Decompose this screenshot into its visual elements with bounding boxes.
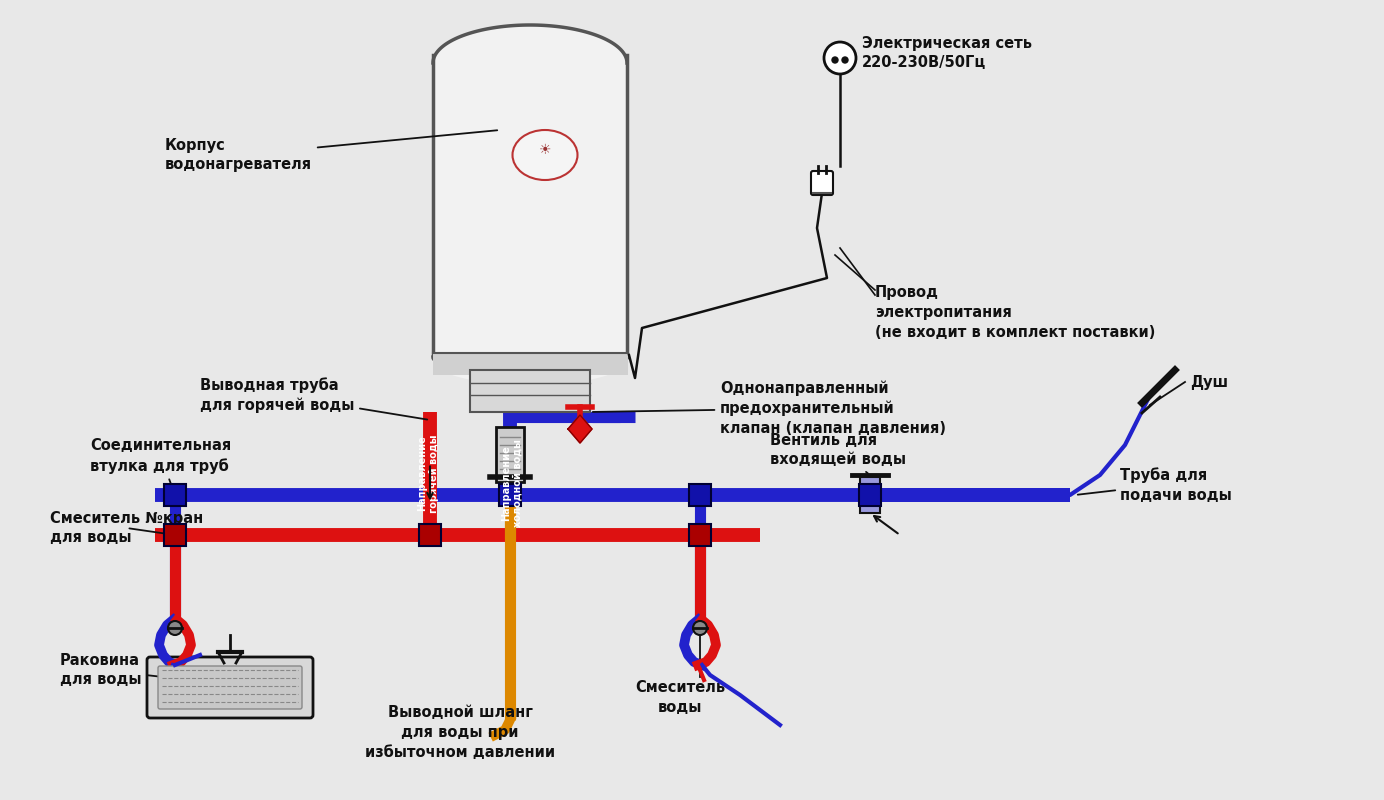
FancyBboxPatch shape	[811, 171, 833, 195]
Bar	[859, 484, 882, 506]
Text: Смеситель №кран
для воды: Смеситель №кран для воды	[50, 510, 203, 546]
Bar	[859, 477, 880, 513]
Circle shape	[167, 621, 183, 635]
FancyBboxPatch shape	[158, 666, 302, 709]
Bar	[163, 484, 185, 506]
Circle shape	[693, 621, 707, 635]
FancyBboxPatch shape	[147, 657, 313, 718]
Text: Выводная труба
для горячей воды: Выводная труба для горячей воды	[201, 377, 428, 419]
Text: Корпус
водонагревателя: Корпус водонагревателя	[165, 130, 497, 172]
Bar	[433, 122, 628, 375]
Polygon shape	[433, 25, 627, 63]
Bar	[163, 524, 185, 546]
Text: Однонаправленный
предохранительный
клапан (клапан давления): Однонаправленный предохранительный клапа…	[592, 380, 947, 436]
Text: Душ: Душ	[1190, 374, 1228, 390]
Text: Соединительная
втулка для труб: Соединительная втулка для труб	[90, 438, 231, 492]
Bar	[500, 484, 520, 506]
Bar	[689, 524, 711, 546]
Ellipse shape	[512, 130, 577, 180]
Polygon shape	[567, 415, 592, 443]
Circle shape	[832, 57, 837, 63]
Text: Раковина
для воды: Раковина для воды	[60, 653, 187, 687]
Bar	[433, 353, 628, 375]
Ellipse shape	[432, 335, 627, 385]
Text: Вентиль для
входящей воды: Вентиль для входящей воды	[770, 433, 907, 474]
Text: Провод
электропитания
(не входит в комплект поставки): Провод электропитания (не входит в компл…	[875, 285, 1156, 339]
Text: Электрическая сеть
220-230В/50Гц: Электрическая сеть 220-230В/50Гц	[862, 35, 1032, 70]
Circle shape	[823, 42, 855, 74]
Circle shape	[841, 57, 848, 63]
Polygon shape	[433, 357, 627, 375]
Bar	[471, 370, 590, 412]
Text: Выводной шланг
для воды при
избыточном давлении: Выводной шланг для воды при избыточном д…	[365, 705, 555, 760]
Text: Направление
холодной воды: Направление холодной воды	[501, 439, 523, 527]
Bar	[689, 484, 711, 506]
Ellipse shape	[432, 63, 627, 181]
Text: Смеситель
воды: Смеситель воды	[635, 680, 725, 715]
Bar	[419, 524, 441, 546]
Bar	[495, 427, 525, 482]
Bar	[433, 63, 628, 357]
Text: Направление
горячей воды: Направление горячей воды	[417, 434, 439, 513]
Text: ☀: ☀	[538, 143, 551, 157]
Text: Труба для
подачи воды: Труба для подачи воды	[1120, 467, 1232, 502]
